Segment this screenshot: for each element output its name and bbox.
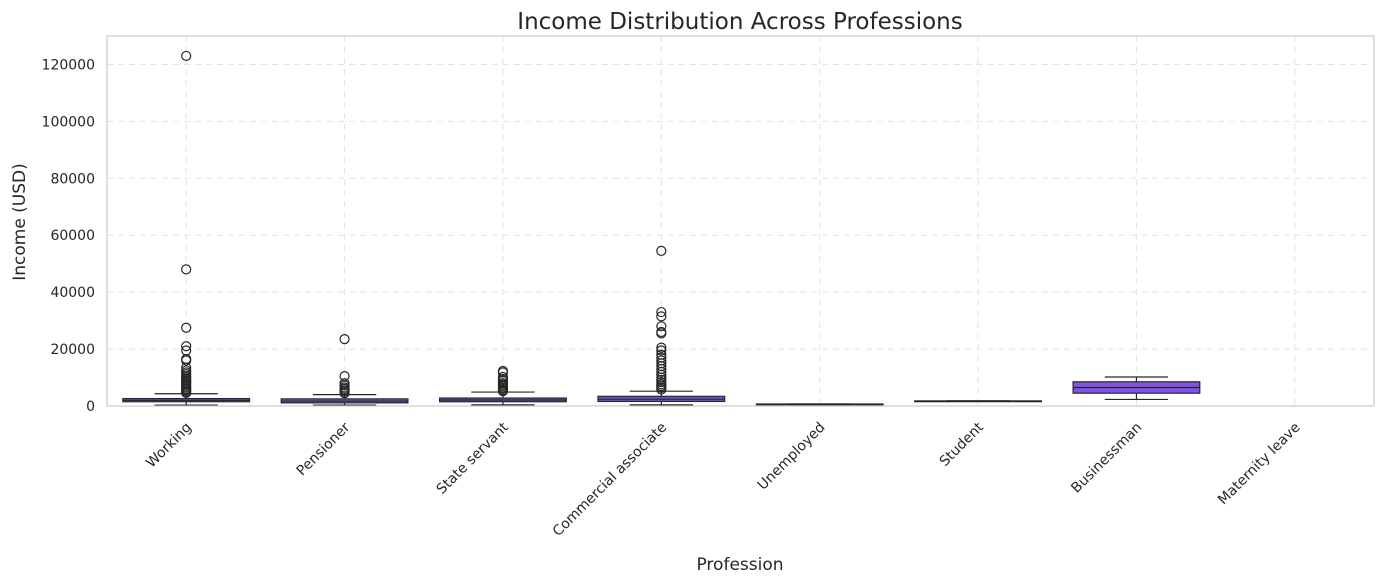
outlier-point xyxy=(656,342,667,353)
outlier-point xyxy=(656,306,667,318)
outlier-point xyxy=(497,386,509,397)
plot-frame xyxy=(106,35,1375,407)
x-tick-label: State servant xyxy=(434,419,512,497)
x-tick-label: Maternity leave xyxy=(1215,420,1304,509)
x-tick-label: Businessman xyxy=(1068,420,1145,497)
outlier-point xyxy=(181,341,192,352)
outlier-point xyxy=(656,245,667,256)
x-tick-label: Working xyxy=(143,420,195,472)
box-group xyxy=(1072,376,1201,401)
outlier-point xyxy=(181,264,192,275)
y-tick-label: 0 xyxy=(86,399,95,415)
boxes-layer xyxy=(122,50,1201,406)
outlier-point xyxy=(656,384,667,395)
outlier-point xyxy=(656,369,667,380)
y-tick-label: 120000 xyxy=(42,57,95,73)
chart-title: Income Distribution Across Professions xyxy=(517,9,962,35)
box-group xyxy=(122,50,251,406)
x-tick-labels: Working Pensioner State servant Commercial … xyxy=(143,419,1303,540)
outlier-point xyxy=(181,387,192,399)
outlier-point xyxy=(181,50,192,62)
grid-lines xyxy=(107,36,1374,407)
y-tick-labels: 0 20000 40000 60000 80000 100000 120000 xyxy=(42,57,95,415)
y-tick-label: 20000 xyxy=(50,342,95,358)
box-group xyxy=(438,365,567,406)
y-axis-label: Income (USD) xyxy=(10,163,30,281)
x-tick-label: Unemployed xyxy=(755,420,829,494)
outlier-point xyxy=(181,355,192,366)
x-axis-label: Profession xyxy=(696,555,783,575)
y-tick-label: 100000 xyxy=(42,114,95,130)
y-tick-label: 60000 xyxy=(50,228,95,244)
outlier-point xyxy=(656,311,667,322)
outlier-point xyxy=(656,328,667,339)
x-tick-label: Pensioner xyxy=(294,419,354,479)
outlier-point xyxy=(339,388,350,399)
outlier-point xyxy=(656,321,667,332)
box-group xyxy=(280,334,409,406)
box-group xyxy=(914,400,1043,403)
outlier-point xyxy=(656,345,667,356)
outlier-point xyxy=(181,322,192,333)
x-tick-label: Student xyxy=(937,419,988,470)
box-group xyxy=(597,245,726,406)
box-group xyxy=(755,403,884,406)
outlier-point xyxy=(656,366,667,377)
y-tick-label: 40000 xyxy=(50,285,95,301)
outlier-point xyxy=(339,334,350,345)
x-tick-label: Commercial associate xyxy=(550,420,670,540)
y-tick-label: 80000 xyxy=(50,171,95,187)
